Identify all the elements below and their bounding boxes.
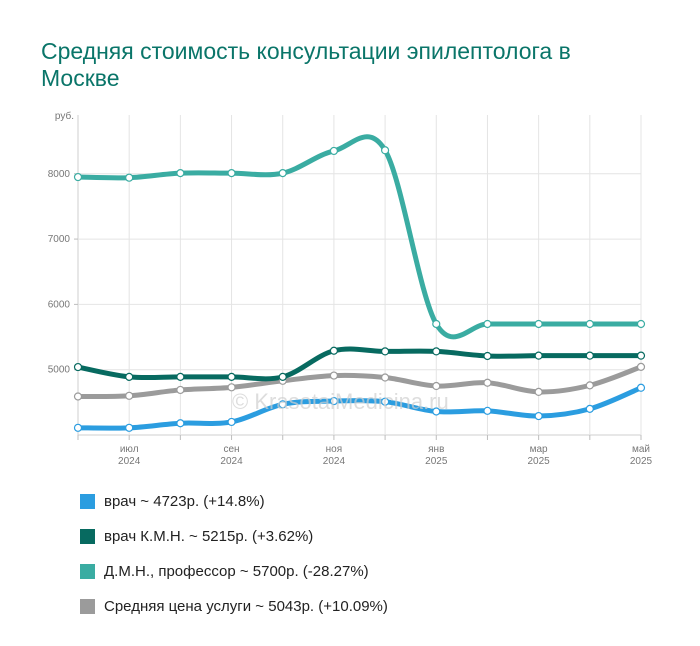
data-point [176,385,185,395]
y-tick-label: 5000 [48,365,71,376]
series-line [75,134,644,340]
x-tick-label-year: 2025 [528,456,551,467]
data-point [483,319,492,329]
data-point [278,372,287,381]
data-point [483,351,492,361]
data-point [585,404,594,413]
data-point [585,319,594,329]
x-tick-label-year: 2024 [220,456,243,467]
legend-swatch [80,529,95,544]
y-tick-label: 6000 [48,299,71,310]
y-tick-label: 7000 [48,234,71,245]
line-chart: 5000600070008000руб.июл2024сен2024ноя202… [48,110,653,467]
data-point [636,362,646,371]
data-point [73,362,83,372]
y-tick-label: 8000 [48,169,71,180]
data-point [227,417,236,427]
data-point [483,406,492,415]
data-point [329,346,339,355]
data-point [432,319,441,329]
legend-item-dmn[interactable]: Д.М.Н., профессор ~ 5700р. (-28.27%) [80,554,388,589]
data-point [176,419,185,428]
x-tick-label-year: 2025 [630,456,653,467]
data-point [534,387,543,396]
legend-swatch [80,564,95,579]
data-point [227,169,236,178]
data-point [227,383,236,392]
data-point [585,381,594,390]
watermark: © KrasotaiMedicina.ru [232,389,449,414]
data-point [73,172,83,182]
data-point [329,371,339,380]
data-point [636,319,646,329]
data-point [227,372,236,381]
legend-label: врач К.М.Н. ~ 5215р. (+3.62%) [104,528,314,545]
data-point [73,423,83,432]
x-tick-label-year: 2025 [425,456,448,467]
legend-swatch [80,494,95,509]
x-tick-label-month: мар [530,444,548,455]
data-point [534,351,543,360]
data-point [534,411,543,421]
data-point [432,381,441,391]
x-tick-label-year: 2024 [118,456,141,467]
x-tick-label-month: май [632,444,650,455]
data-point [380,397,390,406]
legend-label: Средняя цена услуги ~ 5043р. (+10.09%) [104,598,388,615]
legend-item-doctor[interactable]: врач ~ 4723р. (+14.8%) [80,484,388,519]
data-point [278,169,287,178]
data-point [380,146,390,155]
x-tick-label-month: ноя [326,444,343,455]
data-point [534,319,543,329]
data-point [432,407,441,416]
data-point [636,351,646,360]
x-tick-label-month: июл [120,444,139,455]
legend-swatch [80,599,95,614]
data-point [483,378,492,387]
legend-item-kmn[interactable]: врач К.М.Н. ~ 5215р. (+3.62%) [80,519,388,554]
data-point [329,146,339,156]
data-point [176,372,185,381]
data-point [432,347,441,356]
data-point [176,169,185,178]
data-point [636,383,646,392]
x-tick-label-month: сен [223,444,239,455]
data-point [278,400,287,409]
legend-item-average[interactable]: Средняя цена услуги ~ 5043р. (+10.09%) [80,589,388,624]
data-point [125,391,134,400]
x-tick-label-month: янв [428,444,444,455]
x-tick-label-year: 2024 [323,456,346,467]
data-point [585,351,594,360]
legend-label: врач ~ 4723р. (+14.8%) [104,493,265,510]
chart-title: Средняя стоимость консультации эпилептол… [41,38,571,91]
data-point [73,392,83,401]
data-point [380,347,390,356]
series-line [75,364,644,400]
legend: врач ~ 4723р. (+14.8%) врач К.М.Н. ~ 521… [80,484,388,624]
data-point [125,423,134,432]
series-line [75,346,644,382]
data-point [125,372,134,381]
legend-label: Д.М.Н., профессор ~ 5700р. (-28.27%) [104,563,369,580]
data-point [125,173,134,182]
y-axis-unit-label: руб. [55,110,74,122]
series-line [75,385,644,431]
data-point [380,373,390,382]
data-point [329,396,339,406]
